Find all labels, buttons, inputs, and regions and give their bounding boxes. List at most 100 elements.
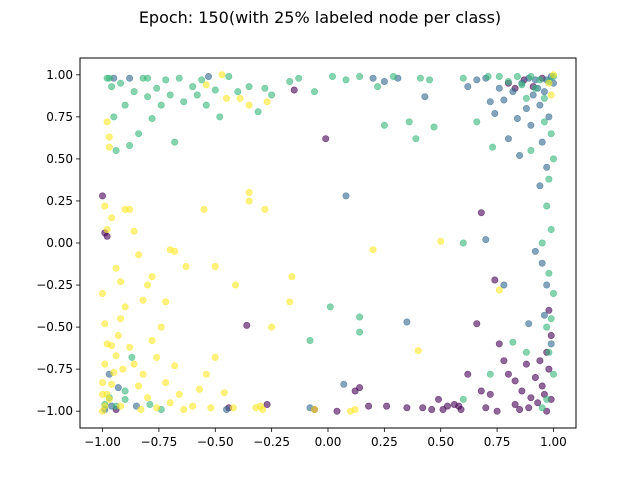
data-point-series-4 [101,202,109,210]
data-point-series-1 [322,135,330,143]
data-point-series-3 [126,142,134,150]
data-point-series-4 [495,286,503,294]
data-point-series-4 [175,390,183,398]
data-point-series-3 [489,143,497,151]
data-point-series-4 [144,281,152,289]
data-point-series-4 [99,289,107,297]
data-point-series-2 [543,281,551,289]
data-point-series-3 [549,370,557,378]
data-point-series-4 [245,189,253,197]
x-tick-label: 0.25 [371,435,398,449]
data-point-series-4 [99,407,107,415]
data-point-series-4 [256,402,264,410]
x-tick-label: 0.50 [427,435,454,449]
data-point-series-3 [225,73,233,81]
x-tick-label: 0.00 [315,435,342,449]
data-point-series-4 [207,404,215,412]
data-point-series-4 [135,382,143,390]
data-point-series-3 [531,84,539,92]
data-point-series-1 [527,394,535,402]
data-point-series-1 [477,387,485,395]
data-point-series-1 [457,405,465,413]
data-point-series-1 [495,340,503,348]
x-tick-label: −0.75 [141,435,178,449]
data-point-series-3 [509,338,517,346]
data-point-series-3 [545,175,553,183]
data-point-series-1 [103,232,111,240]
data-point-series-3 [162,76,170,84]
data-point-series-2 [223,405,231,413]
data-point-series-3 [513,73,521,81]
data-point-series-1 [531,373,539,381]
data-point-series-4 [286,298,294,306]
data-point-series-4 [414,347,422,355]
data-point-series-3 [504,78,512,86]
data-point-series-4 [202,370,210,378]
data-point-series-3 [306,336,314,344]
data-point-series-2 [380,78,388,86]
data-point-series-4 [223,94,231,102]
data-point-series-2 [525,320,533,328]
data-point-series-3 [547,130,555,138]
data-point-series-1 [516,405,524,413]
data-point-series-3 [484,73,492,81]
data-point-series-3 [538,239,546,247]
data-point-series-4 [108,214,116,222]
data-point-series-3 [547,315,555,323]
data-point-series-2 [403,318,411,326]
data-point-series-1 [482,404,490,412]
data-point-series-1 [547,331,555,339]
data-point-series-3 [121,101,129,109]
data-point-series-3 [121,395,129,403]
data-point-series-3 [405,118,413,126]
x-tick-label: −0.25 [253,435,290,449]
data-point-series-3 [148,115,156,123]
data-point-series-3 [543,202,551,210]
data-point-series-2 [114,384,122,392]
data-point-series-4 [117,315,125,323]
data-point-series-4 [236,94,244,102]
data-point-series-1 [434,395,442,403]
data-point-series-4 [157,323,165,331]
data-point-series-3 [356,73,364,81]
data-point-series-3 [268,91,276,99]
data-point-series-1 [500,357,508,365]
data-point-series-3 [175,74,183,82]
data-point-series-3 [326,303,334,311]
data-point-series-4 [105,395,113,403]
data-point-series-2 [547,340,555,348]
data-point-series-3 [171,138,179,146]
data-point-series-4 [220,389,228,397]
data-point-series-4 [99,390,107,398]
data-point-series-3 [121,387,129,395]
y-tick-label: 0.75 [46,110,73,124]
data-point-series-4 [369,246,377,254]
data-point-series-3 [117,79,125,87]
y-tick-label: 0.00 [46,236,73,250]
data-point-series-3 [108,83,116,91]
data-point-series-4 [148,273,156,281]
data-point-series-4 [346,407,354,415]
data-point-series-4 [112,264,120,272]
data-point-series-3 [527,73,535,81]
data-point-series-4 [245,197,253,205]
data-point-series-2 [509,88,517,96]
data-point-series-1 [522,360,530,368]
data-point-series-2 [516,152,524,160]
points-layer [99,71,557,415]
data-point-series-3 [328,73,336,81]
data-point-series-4 [114,331,122,339]
data-point-series-1 [403,404,411,412]
data-point-series-2 [538,259,546,267]
data-point-series-2 [504,135,512,143]
data-point-series-2 [421,93,429,101]
data-point-series-1 [290,86,298,94]
data-point-series-4 [171,362,179,370]
data-point-series-3 [198,76,206,84]
data-point-series-2 [513,115,521,123]
data-point-series-4 [162,379,170,387]
data-point-series-2 [529,91,537,99]
data-point-series-4 [137,405,145,413]
data-point-series-3 [342,76,350,84]
data-point-series-3 [536,76,544,84]
